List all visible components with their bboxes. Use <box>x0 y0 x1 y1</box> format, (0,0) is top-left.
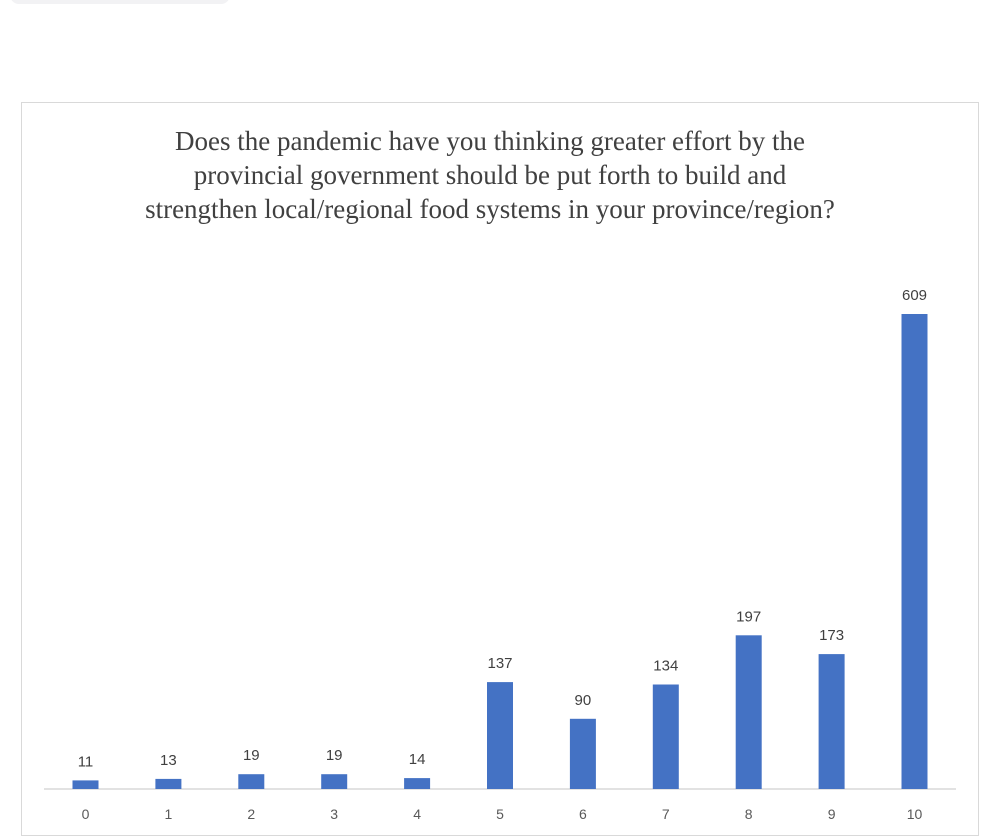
bar-2 <box>238 774 265 789</box>
x-tick-label-7: 7 <box>662 806 670 822</box>
data-label-7: 134 <box>653 658 678 675</box>
x-tick-label-6: 6 <box>579 806 587 822</box>
data-label-3: 19 <box>326 747 343 764</box>
data-label-0: 11 <box>78 753 94 770</box>
bar-7 <box>652 684 679 789</box>
x-tick-label-0: 0 <box>82 806 90 822</box>
x-tick-label-1: 1 <box>165 806 173 822</box>
bar-5 <box>487 682 513 789</box>
data-labels-group: 11 13 19 19 14 137 90 134 197 173 609 <box>78 287 927 770</box>
data-label-2: 19 <box>243 747 260 764</box>
data-label-1: 13 <box>160 752 177 769</box>
data-label-8: 197 <box>736 608 761 625</box>
data-label-10: 609 <box>902 287 927 304</box>
bar-4 <box>404 778 431 789</box>
x-tick-label-4: 4 <box>413 806 421 822</box>
x-tick-label-8: 8 <box>745 806 753 822</box>
x-tick-label-2: 2 <box>247 806 255 822</box>
data-label-6: 90 <box>575 692 592 709</box>
x-tick-label-3: 3 <box>330 806 338 822</box>
x-tick-label-5: 5 <box>496 806 504 822</box>
chart-title: Does the pandemic have you thinking grea… <box>100 124 880 226</box>
x-tick-label-10: 10 <box>907 806 923 822</box>
data-label-5: 137 <box>487 655 512 672</box>
bar-3 <box>321 774 348 789</box>
chart-title-line-3: strengthen local/regional food systems i… <box>145 194 835 224</box>
bar-10 <box>901 314 928 789</box>
chart-title-line-1: Does the pandemic have you thinking grea… <box>174 126 806 156</box>
bar-8 <box>735 635 762 789</box>
data-label-4: 14 <box>409 751 426 768</box>
bar-9 <box>818 654 845 789</box>
bars-group <box>72 314 928 789</box>
bar-6 <box>569 718 596 789</box>
top-search-pill <box>10 0 230 4</box>
chart-title-line-2: provincial government should be put fort… <box>193 160 787 190</box>
bar-0 <box>72 780 99 789</box>
bar-1 <box>155 778 182 789</box>
x-tick-labels-group: 0 1 2 3 4 5 6 7 8 9 10 <box>82 806 923 822</box>
x-tick-label-9: 9 <box>828 806 836 822</box>
data-label-9: 173 <box>819 627 844 644</box>
